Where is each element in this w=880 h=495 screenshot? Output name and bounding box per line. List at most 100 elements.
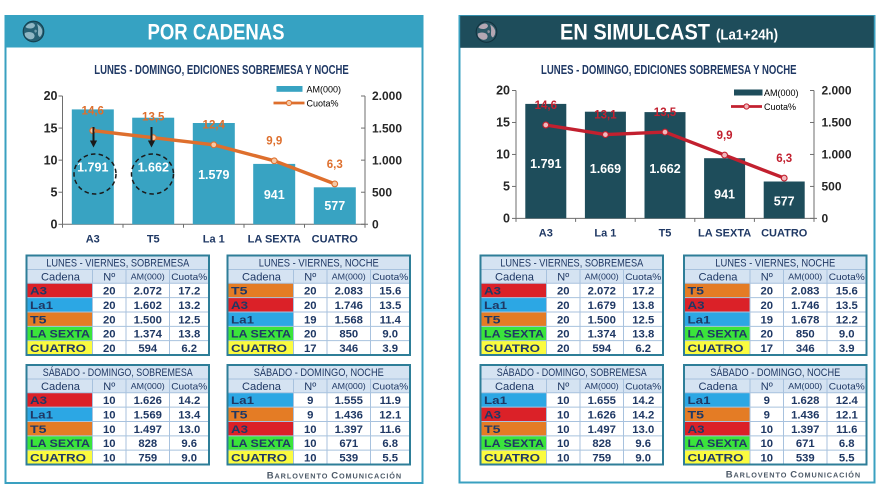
svg-text:A3: A3 bbox=[688, 300, 705, 312]
svg-text:Nº: Nº bbox=[557, 381, 569, 393]
svg-text:9.0: 9.0 bbox=[181, 452, 197, 464]
svg-text:20: 20 bbox=[557, 343, 570, 355]
svg-text:LUNES - VIERNES, NOCHE: LUNES - VIERNES, NOCHE bbox=[715, 258, 835, 270]
svg-text:15.6: 15.6 bbox=[836, 286, 858, 298]
svg-text:1.679: 1.679 bbox=[588, 300, 616, 312]
svg-text:A3: A3 bbox=[30, 395, 47, 407]
svg-text:1.626: 1.626 bbox=[588, 409, 616, 421]
svg-text:20: 20 bbox=[557, 314, 570, 326]
svg-text:T5: T5 bbox=[688, 409, 705, 421]
svg-text:14.2: 14.2 bbox=[632, 409, 654, 421]
svg-text:9.6: 9.6 bbox=[635, 438, 651, 450]
svg-text:1.678: 1.678 bbox=[791, 314, 819, 326]
svg-text:AM(000): AM(000) bbox=[585, 272, 619, 282]
svg-text:941: 941 bbox=[714, 187, 735, 201]
svg-text:CUATRO: CUATRO bbox=[312, 234, 359, 246]
svg-text:La1: La1 bbox=[484, 395, 507, 407]
svg-text:6.8: 6.8 bbox=[382, 438, 398, 450]
svg-text:Cuota%: Cuota% bbox=[829, 272, 865, 282]
svg-text:T5: T5 bbox=[231, 286, 248, 298]
svg-text:La1: La1 bbox=[688, 395, 711, 407]
svg-text:11.4: 11.4 bbox=[380, 314, 402, 326]
svg-text:SÁBADO - DOMINGO, SOBREMESA: SÁBADO - DOMINGO, SOBREMESA bbox=[497, 366, 648, 379]
svg-text:Cadena: Cadena bbox=[699, 271, 739, 283]
svg-text:10: 10 bbox=[103, 424, 116, 436]
svg-text:539: 539 bbox=[796, 452, 815, 464]
svg-text:9.0: 9.0 bbox=[635, 452, 651, 464]
svg-text:Nº: Nº bbox=[761, 271, 773, 283]
svg-text:Cuota%: Cuota% bbox=[307, 98, 339, 108]
svg-text:Cuota%: Cuota% bbox=[625, 272, 661, 282]
svg-text:346: 346 bbox=[796, 343, 815, 355]
svg-text:1.000: 1.000 bbox=[372, 153, 402, 167]
svg-text:A3: A3 bbox=[484, 409, 501, 421]
svg-text:13.8: 13.8 bbox=[632, 300, 654, 312]
svg-text:9.0: 9.0 bbox=[839, 329, 855, 341]
svg-text:346: 346 bbox=[339, 343, 358, 355]
svg-text:AM(000): AM(000) bbox=[788, 381, 822, 391]
svg-text:1.374: 1.374 bbox=[588, 329, 617, 341]
svg-text:12.2: 12.2 bbox=[836, 314, 858, 326]
svg-text:500: 500 bbox=[372, 185, 392, 199]
svg-text:LUNES - VIERNES, SOBREMESA: LUNES - VIERNES, SOBREMESA bbox=[46, 258, 190, 270]
svg-text:20: 20 bbox=[103, 343, 116, 355]
svg-text:20: 20 bbox=[304, 286, 317, 298]
svg-text:12.5: 12.5 bbox=[178, 314, 200, 326]
svg-text:20: 20 bbox=[103, 300, 116, 312]
svg-text:1.500: 1.500 bbox=[372, 121, 402, 135]
svg-text:SÁBADO - DOMINGO, NOCHE: SÁBADO - DOMINGO, NOCHE bbox=[710, 366, 840, 379]
svg-text:Cadena: Cadena bbox=[41, 271, 81, 283]
svg-text:11.6: 11.6 bbox=[836, 424, 857, 436]
svg-text:1.568: 1.568 bbox=[335, 314, 363, 326]
svg-text:CUATRO: CUATRO bbox=[484, 452, 541, 464]
svg-text:20: 20 bbox=[304, 300, 317, 312]
svg-text:LUNES - DOMINGO, EDICIONES SOB: LUNES - DOMINGO, EDICIONES SOBREMESA Y N… bbox=[94, 63, 349, 77]
svg-text:A3: A3 bbox=[86, 234, 100, 246]
svg-text:17.2: 17.2 bbox=[178, 286, 200, 298]
svg-text:13.5: 13.5 bbox=[836, 300, 858, 312]
svg-text:11.9: 11.9 bbox=[380, 395, 401, 407]
svg-text:AM(000): AM(000) bbox=[585, 381, 619, 391]
svg-text:1.397: 1.397 bbox=[791, 424, 819, 436]
svg-text:Cuota%: Cuota% bbox=[625, 382, 661, 392]
svg-text:594: 594 bbox=[592, 343, 612, 355]
svg-text:10: 10 bbox=[103, 409, 116, 421]
svg-text:2.072: 2.072 bbox=[134, 286, 162, 298]
svg-text:SÁBADO - DOMINGO, SOBREMESA: SÁBADO - DOMINGO, SOBREMESA bbox=[43, 366, 194, 379]
svg-text:1.669: 1.669 bbox=[590, 162, 621, 176]
svg-text:0: 0 bbox=[51, 218, 58, 232]
svg-text:Nº: Nº bbox=[304, 381, 316, 393]
svg-text:2.083: 2.083 bbox=[335, 286, 363, 298]
svg-text:T5: T5 bbox=[147, 234, 160, 246]
svg-text:LA SEXTA: LA SEXTA bbox=[688, 329, 748, 341]
svg-text:6,3: 6,3 bbox=[776, 153, 792, 165]
svg-text:1.662: 1.662 bbox=[138, 161, 169, 175]
svg-text:1.500: 1.500 bbox=[134, 314, 162, 326]
svg-text:2.000: 2.000 bbox=[372, 89, 402, 103]
svg-text:10: 10 bbox=[557, 424, 570, 436]
svg-text:1.579: 1.579 bbox=[198, 168, 229, 182]
svg-text:AM(000): AM(000) bbox=[131, 381, 165, 391]
svg-text:9,9: 9,9 bbox=[266, 135, 282, 147]
svg-text:Cadena: Cadena bbox=[495, 271, 535, 283]
svg-text:1.497: 1.497 bbox=[588, 424, 616, 436]
svg-text:Cadena: Cadena bbox=[495, 381, 535, 393]
svg-text:12.4: 12.4 bbox=[836, 395, 859, 407]
svg-text:Nº: Nº bbox=[103, 381, 115, 393]
svg-text:9.0: 9.0 bbox=[382, 329, 398, 341]
svg-text:Cuota%: Cuota% bbox=[372, 382, 408, 392]
svg-text:T5: T5 bbox=[484, 424, 501, 436]
svg-text:20: 20 bbox=[44, 89, 58, 103]
svg-text:20: 20 bbox=[103, 314, 116, 326]
svg-text:Cadena: Cadena bbox=[699, 381, 739, 393]
svg-text:La1: La1 bbox=[231, 395, 254, 407]
svg-text:577: 577 bbox=[324, 199, 345, 213]
svg-text:CUATRO: CUATRO bbox=[231, 343, 288, 355]
svg-text:10: 10 bbox=[557, 409, 570, 421]
svg-text:Cuota%: Cuota% bbox=[764, 102, 796, 112]
svg-text:5: 5 bbox=[503, 180, 510, 194]
svg-text:Nº: Nº bbox=[304, 271, 316, 283]
svg-text:CUATRO: CUATRO bbox=[484, 343, 541, 355]
svg-text:759: 759 bbox=[138, 452, 157, 464]
svg-text:A3: A3 bbox=[231, 300, 248, 312]
